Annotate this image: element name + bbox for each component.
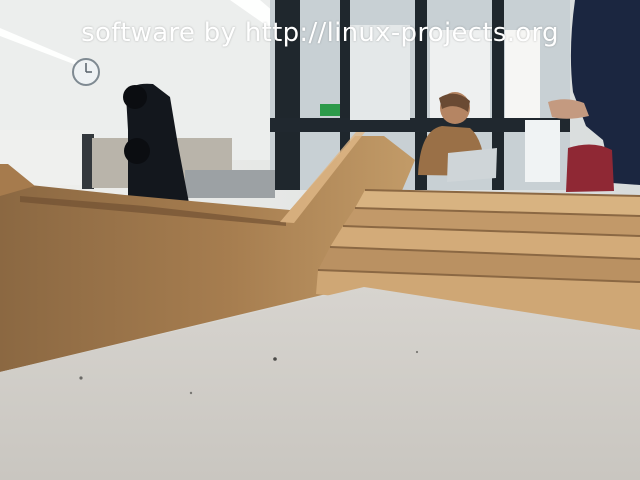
foreground-person-hand [548,99,589,119]
watermark-text: software by http://linux-projects.org [81,18,559,48]
red-jacket [566,144,614,192]
laptop [447,148,497,182]
ceiling-light [0,28,84,68]
foreground-person-sweater [570,0,640,185]
robot-support [126,83,193,224]
board-surface [0,287,640,480]
wooden-stairs [316,189,640,330]
